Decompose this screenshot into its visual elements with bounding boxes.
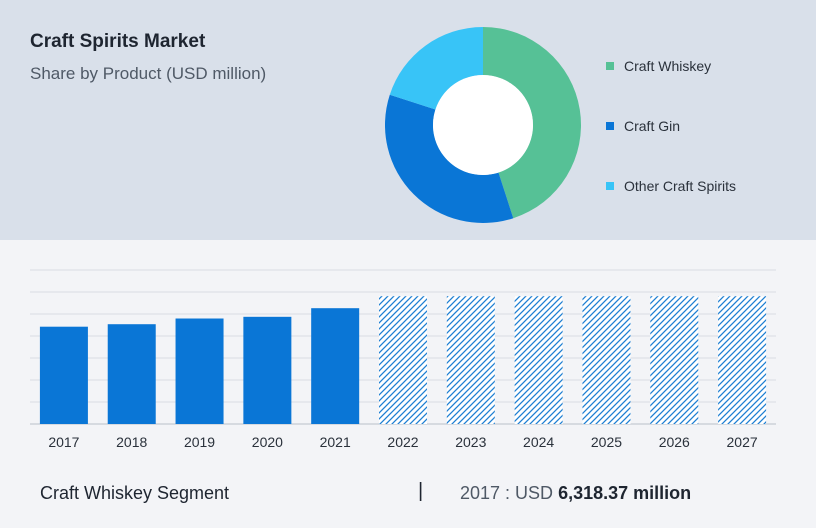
x-tick-label-2019: 2019 [184, 434, 215, 450]
legend-item-other: Other Craft Spirits [606, 178, 736, 194]
x-tick-label-2020: 2020 [252, 434, 283, 450]
donut-hole [433, 75, 533, 175]
bar-2021 [311, 308, 360, 424]
bar-2022 [379, 296, 427, 424]
page-subtitle: Share by Product (USD million) [30, 64, 267, 83]
x-tick-label-2026: 2026 [659, 434, 690, 450]
legend-swatch-gin [606, 122, 614, 130]
x-tick-label-2022: 2022 [387, 434, 418, 450]
x-tick-label-2027: 2027 [727, 434, 758, 450]
legend-label-other: Other Craft Spirits [624, 178, 737, 194]
bar-2024 [514, 296, 563, 424]
bar-2023 [446, 296, 495, 424]
segment-year: 2017 : [460, 483, 516, 503]
donut-slice-whiskey [483, 27, 581, 219]
legend-item-gin: Craft Gin [606, 118, 680, 134]
legend-label-whiskey: Craft Whiskey [624, 58, 712, 74]
bar-2017 [39, 326, 88, 424]
bar-2026 [650, 296, 699, 424]
x-tick-label-2024: 2024 [523, 434, 554, 450]
bar-2018 [107, 324, 156, 424]
page-title: Craft Spirits Market [30, 31, 206, 52]
legend-swatch-other [606, 182, 614, 190]
footer-separator: | [418, 480, 424, 502]
x-tick-label-2021: 2021 [320, 434, 351, 450]
bar-2025 [582, 296, 631, 424]
x-tick-label-2017: 2017 [48, 434, 79, 450]
segment-amount: 6,318.37 million [558, 483, 692, 503]
donut-slice-other [389, 27, 483, 110]
segment-currency: USD [515, 483, 559, 503]
bar-2020 [243, 316, 292, 424]
segment-label: Craft Whiskey Segment [40, 483, 230, 503]
legend-label-gin: Craft Gin [624, 118, 681, 134]
x-tick-label-2018: 2018 [116, 434, 147, 450]
segment-value: 2017 : USD 6,318.37 million [460, 483, 691, 504]
x-tick-label-2025: 2025 [591, 434, 622, 450]
x-tick-label-2023: 2023 [455, 434, 486, 450]
bar-2027 [718, 296, 767, 424]
legend-item-whiskey: Craft Whiskey [606, 58, 711, 74]
donut-chart [385, 27, 581, 223]
bar-2019 [175, 318, 224, 424]
legend-swatch-whiskey [606, 62, 614, 70]
bar-chart: 2017 2018 2019 2020 2021 2022 2023 2024 2025 2026… [30, 269, 776, 450]
top-panel: Craft Spirits Market Share by Product (U… [0, 0, 816, 240]
donut-slice-gin [385, 94, 514, 223]
